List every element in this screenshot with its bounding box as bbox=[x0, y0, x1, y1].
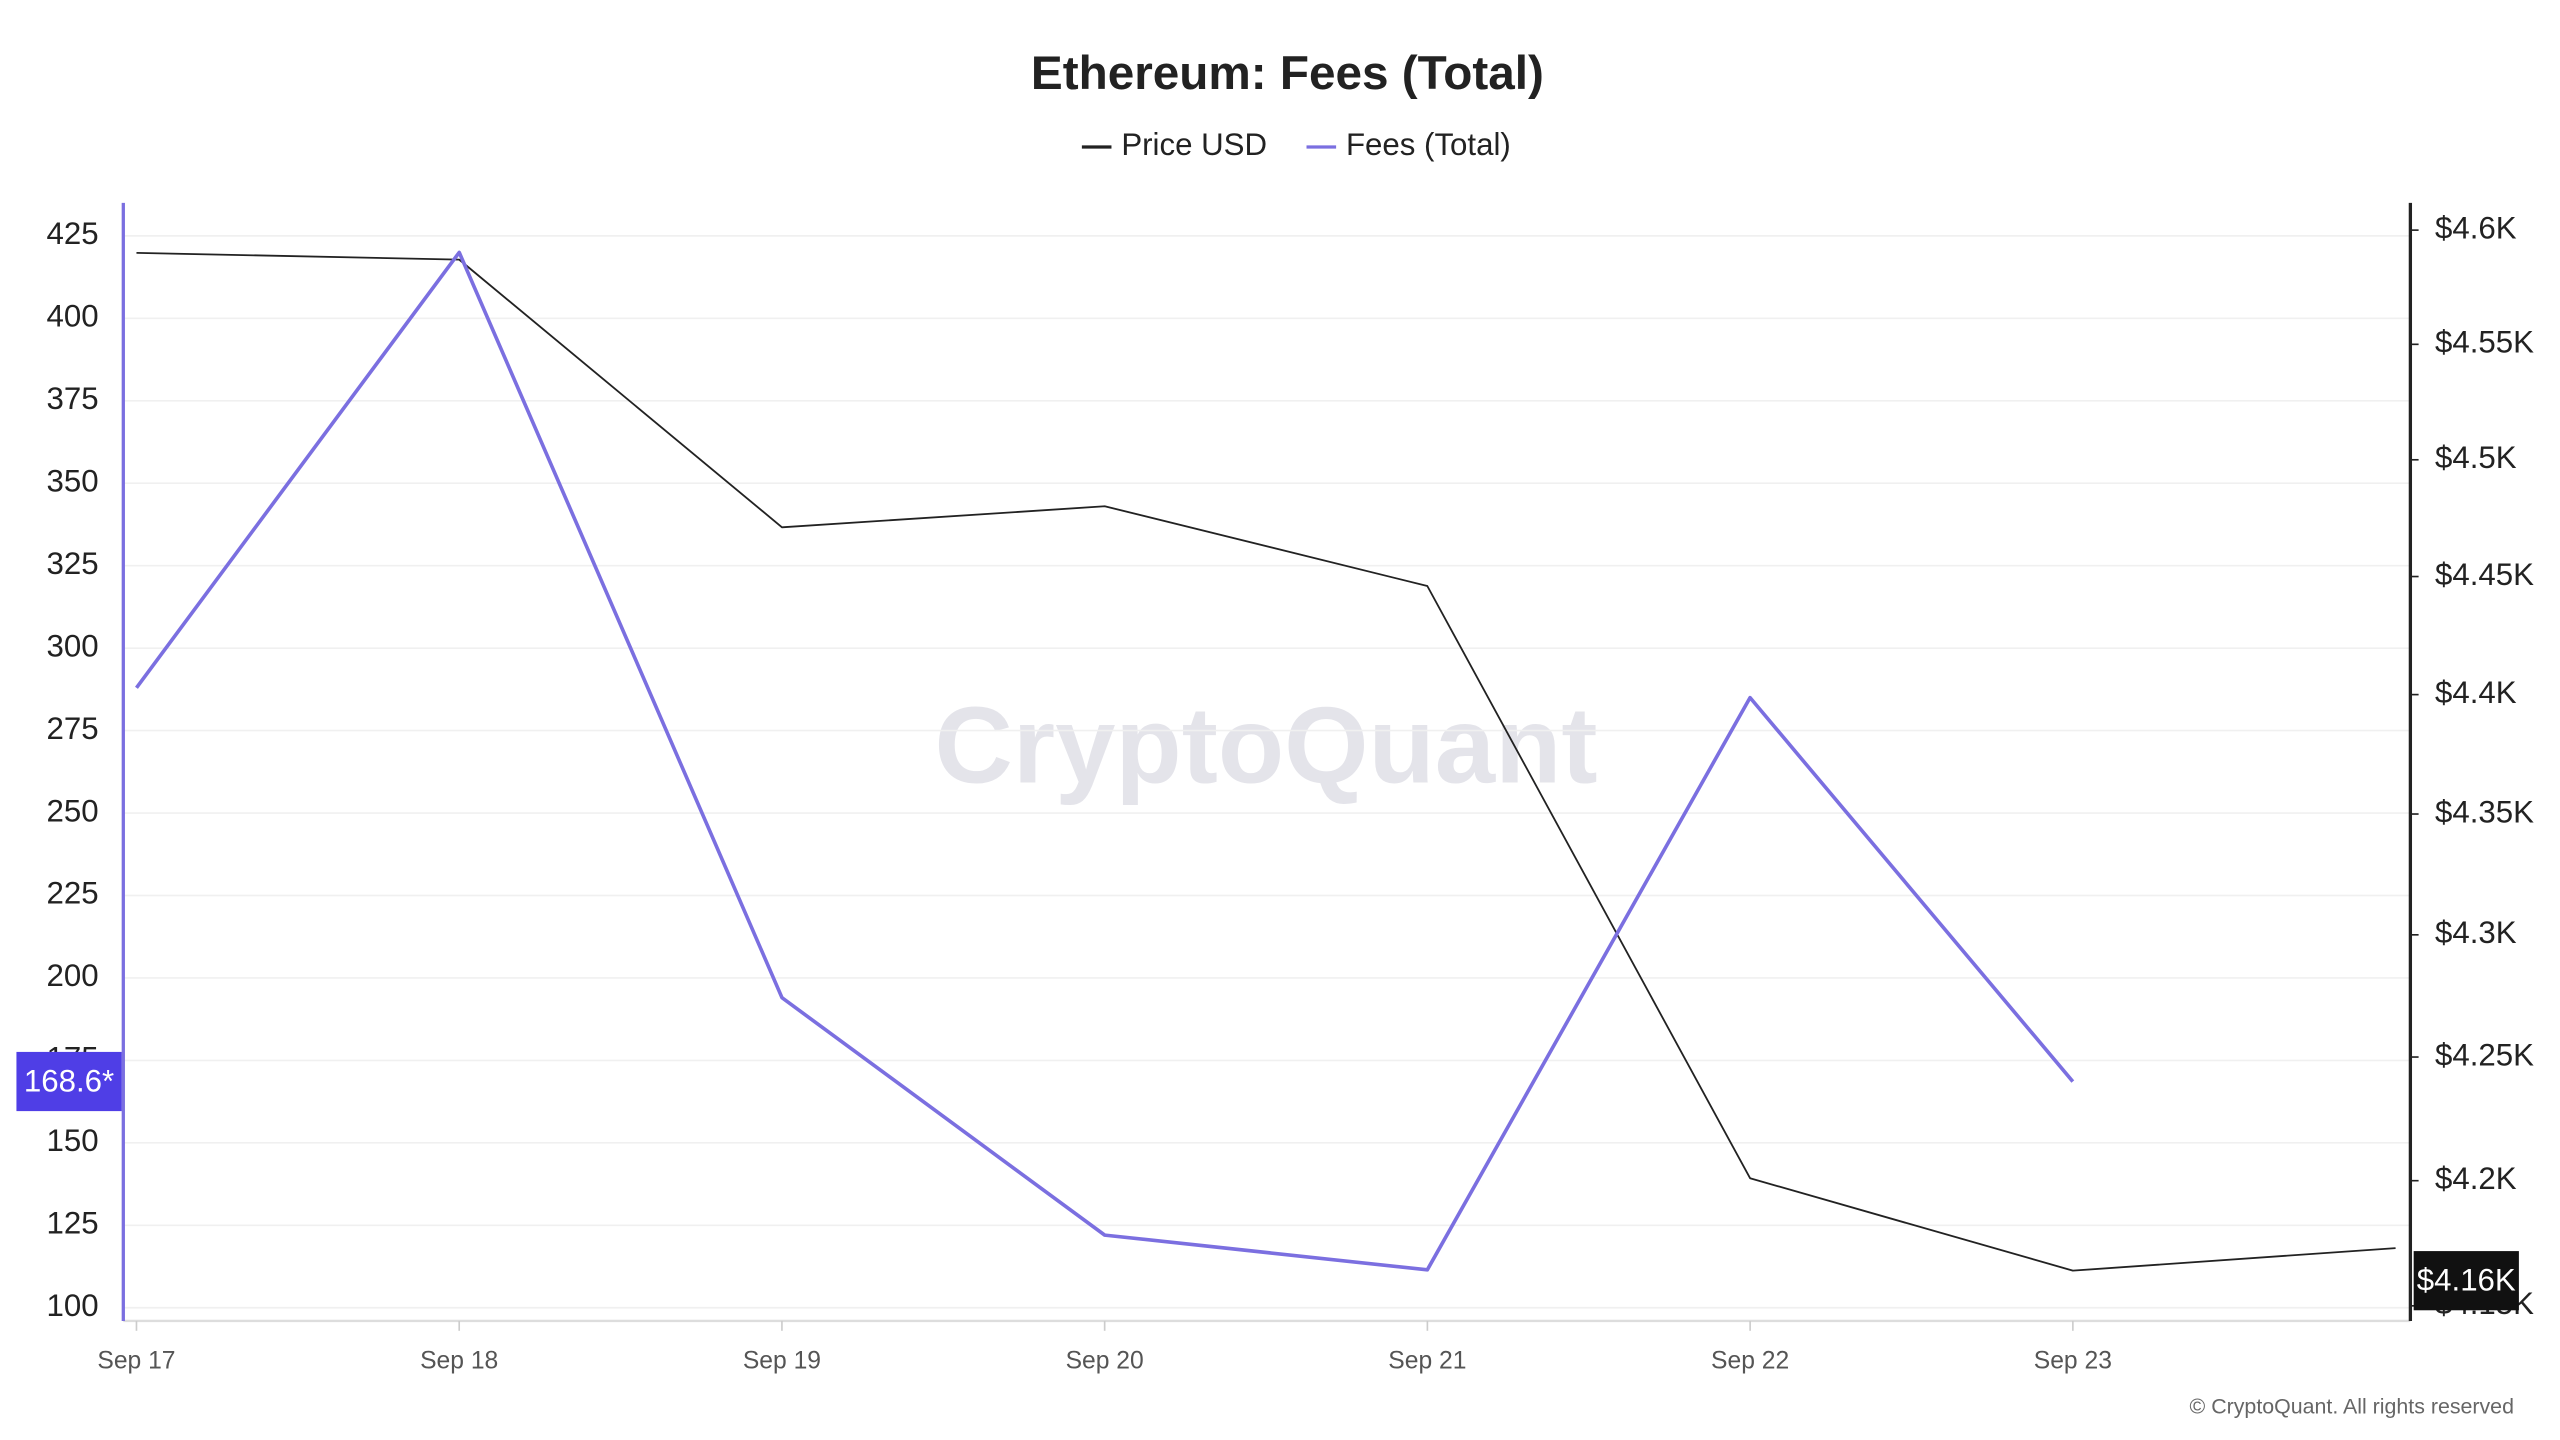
y-tick-label: 350 bbox=[47, 463, 99, 498]
y-tick-label: 100 bbox=[47, 1288, 99, 1323]
legend-label: Fees (Total) bbox=[1346, 127, 1511, 162]
y2-tick-label: $4.35K bbox=[2435, 794, 2534, 829]
y-tick-label: 250 bbox=[47, 793, 99, 828]
y-tick-label: 425 bbox=[47, 216, 99, 251]
x-tick-label: Sep 17 bbox=[97, 1348, 175, 1375]
y-tick-label: 125 bbox=[47, 1206, 99, 1241]
y2-tick-label: $4.6K bbox=[2435, 210, 2517, 245]
y-tick-label: 275 bbox=[47, 711, 99, 746]
y2-tick-label: $4.3K bbox=[2435, 915, 2517, 950]
chart-title: Ethereum: Fees (Total) bbox=[1031, 47, 1544, 100]
x-tick-label: Sep 22 bbox=[1711, 1348, 1789, 1375]
y2-tick-label: $4.45K bbox=[2435, 557, 2534, 592]
last-value-label: 168.6* bbox=[24, 1063, 114, 1098]
y-tick-label: 150 bbox=[47, 1123, 99, 1158]
series-line bbox=[136, 251, 2396, 1272]
x-tick-label: Sep 19 bbox=[743, 1348, 821, 1375]
x-tick-label: Sep 20 bbox=[1066, 1348, 1144, 1375]
y-tick-label: 400 bbox=[47, 299, 99, 334]
y-tick-label: 325 bbox=[47, 546, 99, 581]
last-value-label: $4.16K bbox=[2417, 1263, 2516, 1298]
y-tick-label: 200 bbox=[47, 958, 99, 993]
x-tick-label: Sep 18 bbox=[420, 1348, 498, 1375]
legend-label: Price USD bbox=[1121, 127, 1267, 162]
x-tick-label: Sep 21 bbox=[1388, 1348, 1466, 1375]
footer: © CryptoQuant. All rights reserved bbox=[2190, 1395, 2514, 1419]
y2-tick-label: $4.25K bbox=[2435, 1037, 2534, 1072]
y2-tick-label: $4.2K bbox=[2435, 1161, 2517, 1196]
y-tick-label: 225 bbox=[47, 876, 99, 911]
last-value-badge bbox=[2413, 1251, 2519, 1311]
y-tick-label: 300 bbox=[47, 628, 99, 663]
watermark: CryptoQuant bbox=[935, 684, 1598, 805]
y2-tick-label: $4.4K bbox=[2435, 675, 2517, 710]
y-tick-label: 375 bbox=[47, 381, 99, 416]
series-line bbox=[135, 250, 2075, 1272]
y2-tick-label: $4.5K bbox=[2435, 440, 2517, 475]
y2-tick-label: $4.55K bbox=[2435, 325, 2534, 360]
last-value-badge bbox=[16, 1051, 122, 1112]
x-tick-label: Sep 23 bbox=[2034, 1348, 2112, 1375]
